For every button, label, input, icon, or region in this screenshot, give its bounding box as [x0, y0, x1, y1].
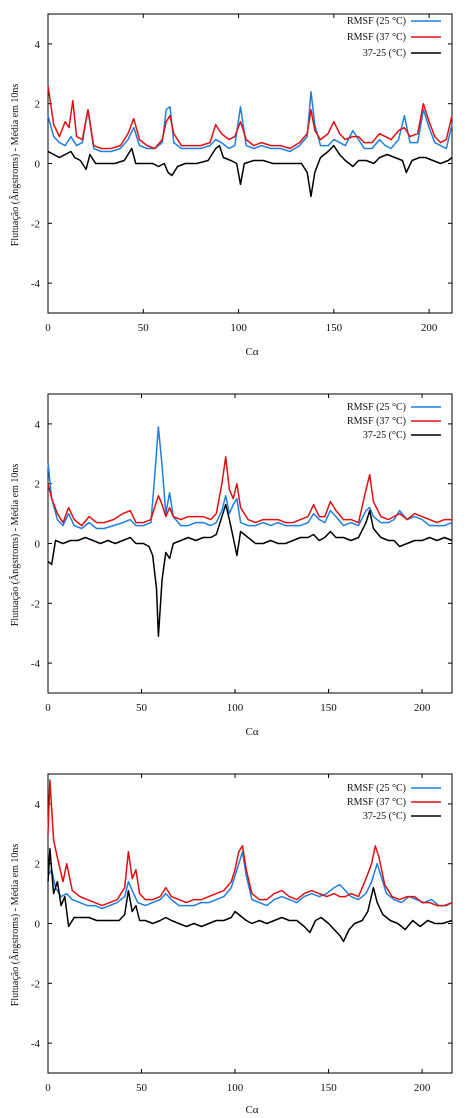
- x-tick-label: 100: [230, 322, 247, 334]
- legend: RMSF (25 °C) RMSF (37 °C) 37-25 (°C): [347, 402, 441, 441]
- y-tick-label: 0: [35, 539, 41, 551]
- series-line-rmsf-25: [47, 850, 453, 910]
- legend-label: 37-25 (°C): [363, 48, 406, 59]
- x-tick-label: 150: [320, 1082, 337, 1094]
- y-tick-label: 2: [35, 479, 41, 491]
- legend-label: RMSF (37 °C): [347, 797, 406, 808]
- series-line-diff-37-25: [47, 848, 453, 943]
- x-tick-label: 200: [414, 1082, 431, 1094]
- x-tick-label: 200: [421, 322, 438, 334]
- chart-1: Flutuação (Ângstroms) - Média em 10ns Cα…: [9, 13, 453, 358]
- y-tick-label: -4: [31, 658, 41, 670]
- legend-label: RMSF (37 °C): [347, 32, 406, 43]
- y-tick-label: -2: [31, 218, 40, 230]
- chart-3: Flutuação (Ângstroms) - Média em 10ns Cα…: [9, 773, 453, 1116]
- x-tick-label: 0: [45, 1082, 51, 1094]
- x-tick-label: 100: [227, 1082, 244, 1094]
- y-tick-label: 4: [35, 799, 41, 811]
- legend: RMSF (25 °C) RMSF (37 °C) 37-25 (°C): [347, 783, 441, 822]
- series-line-diff-37-25: [47, 144, 453, 198]
- legend-label: RMSF (25 °C): [347, 16, 406, 27]
- legend-label: RMSF (37 °C): [347, 416, 406, 427]
- legend: RMSF (25 °C) RMSF (37 °C) 37-25 (°C): [347, 16, 441, 59]
- series-line-rmsf-37: [47, 456, 452, 527]
- legend-label: RMSF (25 °C): [347, 402, 406, 413]
- y-axis-label: Flutuação (Ângstroms) - Média em 10ns: [9, 464, 21, 627]
- y-tick-label: -2: [31, 598, 40, 610]
- series-line-rmsf-25: [47, 426, 453, 530]
- x-tick-label: 0: [45, 322, 51, 334]
- series-line-rmsf-37: [47, 85, 453, 150]
- y-tick-label: 4: [35, 39, 41, 51]
- x-tick-label: 50: [136, 702, 148, 714]
- series-line-rmsf-25: [47, 90, 453, 153]
- y-axis-label: Flutuação (Ângstroms) - Média em 10ns: [9, 844, 21, 1007]
- legend-label: 37-25 (°C): [363, 430, 406, 441]
- x-axis-label: Cα: [245, 726, 258, 738]
- y-tick-label: 0: [35, 919, 41, 931]
- x-tick-label: 150: [326, 322, 343, 334]
- y-axis-label: Flutuação (Ângstroms) - Média em 10ns: [9, 84, 21, 247]
- chart-2: Flutuação (Ângstroms) - Média em 10ns Cα…: [9, 393, 453, 738]
- x-tick-label: 50: [138, 322, 150, 334]
- series-line-rmsf-37: [47, 779, 453, 907]
- x-tick-label: 200: [414, 702, 431, 714]
- x-axis-label: Cα: [245, 1104, 258, 1116]
- y-tick-label: 2: [35, 859, 41, 871]
- series-line-diff-37-25: [47, 503, 453, 637]
- y-tick-label: -4: [31, 1038, 41, 1050]
- x-tick-label: 150: [320, 702, 337, 714]
- y-tick-label: -4: [31, 278, 41, 290]
- y-tick-label: -2: [31, 978, 40, 990]
- legend-label: RMSF (25 °C): [347, 783, 406, 794]
- y-tick-label: 2: [35, 99, 41, 111]
- x-tick-label: 100: [227, 702, 244, 714]
- legend-label: 37-25 (°C): [363, 811, 406, 822]
- x-axis-label: Cα: [245, 346, 258, 358]
- x-tick-label: 0: [45, 702, 51, 714]
- x-tick-label: 50: [136, 1082, 148, 1094]
- y-tick-label: 0: [35, 159, 41, 171]
- y-tick-label: 4: [35, 419, 41, 431]
